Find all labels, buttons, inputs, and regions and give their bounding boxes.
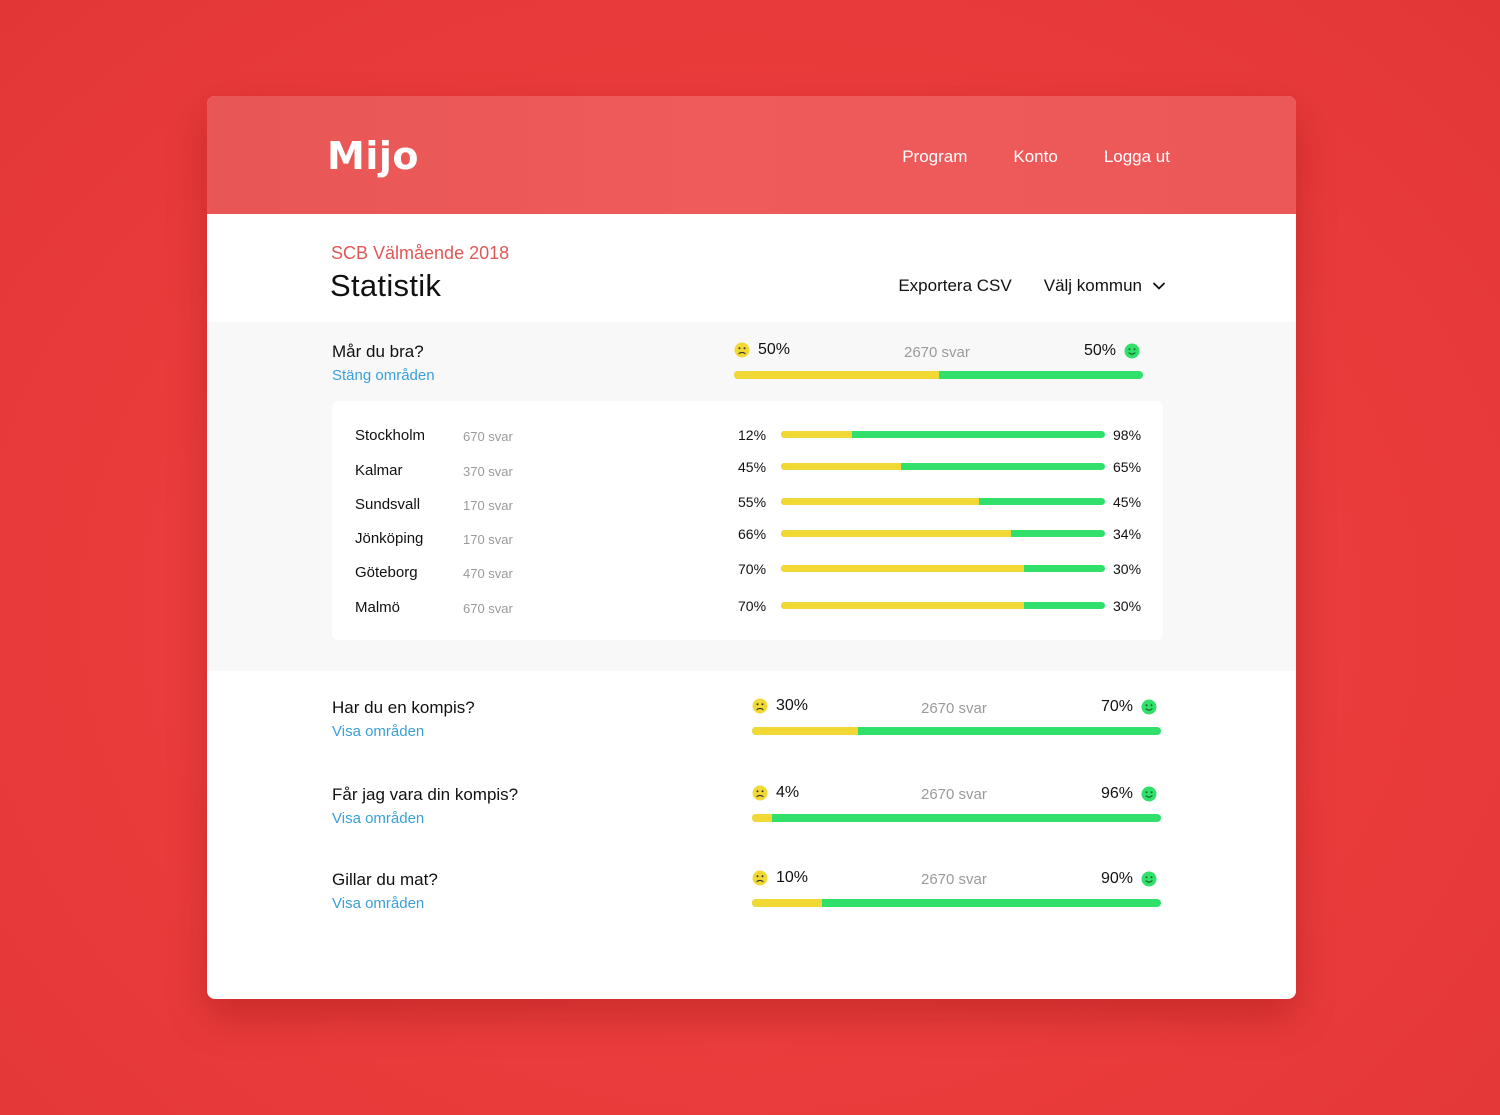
positive-value: 96% — [1101, 785, 1134, 802]
chevron-down-icon — [1153, 282, 1165, 290]
toggle-regions-link[interactable]: Stäng områden — [332, 367, 435, 384]
positive-value: 90% — [1101, 870, 1134, 887]
positive-percentage: 96% — [1101, 785, 1157, 803]
answer-count: 2670 svar — [921, 786, 987, 803]
region-negative: 66% — [738, 526, 767, 542]
nav-konto[interactable]: Konto — [1013, 147, 1058, 166]
region-positive: 30% — [1113, 561, 1142, 577]
happy-face-icon — [1141, 786, 1157, 802]
region-answers: 370 svar — [463, 464, 513, 479]
happy-face-icon — [1141, 871, 1157, 887]
region-name: Kalmar — [355, 462, 403, 479]
survey-subtitle: SCB Välmående 2018 — [331, 243, 510, 263]
region-positive: 65% — [1113, 459, 1142, 475]
positive-percentage: 50% — [1084, 342, 1140, 360]
region-answers: 170 svar — [463, 532, 513, 547]
main-nav: Program Konto Logga ut — [902, 147, 1170, 167]
positive-percentage: 90% — [1101, 870, 1157, 888]
sad-face-icon — [752, 870, 768, 886]
region-positive: 30% — [1113, 598, 1142, 614]
region-name: Sundsvall — [355, 496, 421, 513]
page-title: Statistik — [330, 268, 442, 303]
question-title: Får jag vara din kompis? — [332, 785, 519, 804]
negative-segment — [752, 814, 773, 822]
negative-value: 50% — [758, 341, 791, 358]
app-window: Mijo Program Konto Logga ut SCB Välmåend… — [207, 96, 1296, 999]
region-name: Jönköping — [355, 530, 424, 547]
region-bar — [781, 602, 1105, 609]
question-bar — [752, 814, 1161, 822]
answer-count: 2670 svar — [904, 344, 970, 361]
region-name: Malmö — [355, 599, 401, 616]
happy-face-icon — [1124, 343, 1140, 359]
region-answers: 170 svar — [463, 498, 513, 513]
page-actions: Exportera CSV Välj kommun — [898, 276, 1166, 296]
region-name: Stockholm — [355, 427, 426, 444]
answer-count: 2670 svar — [921, 700, 987, 717]
negative-value: 10% — [776, 869, 809, 886]
kommun-dropdown-label: Välj kommun — [1043, 276, 1142, 295]
negative-percentage: 10% — [752, 869, 808, 887]
negative-segment — [734, 371, 939, 379]
question-bar — [752, 727, 1161, 735]
toggle-regions-link[interactable]: Visa områden — [332, 810, 425, 827]
positive-value: 70% — [1101, 698, 1134, 715]
region-negative: 70% — [738, 598, 767, 614]
question-bar — [752, 899, 1161, 907]
toggle-regions-link[interactable]: Visa områden — [332, 723, 425, 740]
question-title: Har du en kompis? — [332, 698, 475, 717]
region-positive: 45% — [1113, 494, 1142, 510]
region-positive: 98% — [1113, 427, 1142, 443]
export-csv-button[interactable]: Exportera CSV — [898, 276, 1012, 295]
negative-segment — [781, 602, 1024, 609]
positive-percentage: 70% — [1101, 698, 1157, 716]
region-answers: 470 svar — [463, 566, 513, 581]
negative-value: 4% — [776, 784, 800, 801]
region-negative: 45% — [738, 459, 767, 475]
negative-percentage: 50% — [734, 341, 790, 359]
question-title: Mår du bra? — [332, 342, 424, 361]
negative-segment — [752, 727, 859, 735]
region-bar — [781, 565, 1105, 572]
happy-face-icon — [1141, 699, 1157, 715]
negative-value: 30% — [776, 697, 809, 714]
region-bar — [781, 530, 1105, 537]
region-bar — [781, 463, 1105, 470]
answer-count: 2670 svar — [921, 871, 987, 888]
region-negative: 70% — [738, 561, 767, 577]
negative-percentage: 30% — [752, 697, 808, 715]
question-title: Gillar du mat? — [332, 870, 438, 889]
nav-program[interactable]: Program — [902, 147, 968, 166]
region-positive: 34% — [1113, 526, 1142, 542]
negative-segment — [752, 899, 822, 907]
top-header: Mijo Program Konto Logga ut — [207, 96, 1296, 214]
region-answers: 670 svar — [463, 601, 513, 616]
negative-segment — [781, 431, 853, 438]
region-negative: 12% — [738, 427, 767, 443]
region-bar — [781, 431, 1105, 438]
nav-logga-ut[interactable]: Logga ut — [1103, 147, 1170, 166]
region-bar — [781, 498, 1105, 505]
sad-face-icon — [752, 785, 768, 801]
region-negative: 55% — [738, 494, 767, 510]
positive-value: 50% — [1084, 342, 1117, 359]
negative-segment — [781, 565, 1024, 572]
logo[interactable]: Mijo — [327, 134, 419, 178]
negative-segment — [781, 530, 1012, 537]
negative-segment — [781, 463, 901, 470]
sad-face-icon — [752, 698, 768, 714]
kommun-dropdown[interactable]: Välj kommun — [1044, 276, 1166, 296]
negative-percentage: 4% — [752, 784, 799, 802]
region-answers: 670 svar — [463, 429, 513, 444]
region-name: Göteborg — [355, 564, 418, 581]
regions-panel: Stockholm 670 svar 12% 98% Kalmar 370 sv… — [332, 401, 1163, 640]
sad-face-icon — [734, 342, 750, 358]
question-bar — [734, 371, 1143, 379]
toggle-regions-link[interactable]: Visa områden — [332, 895, 425, 912]
negative-segment — [781, 498, 979, 505]
